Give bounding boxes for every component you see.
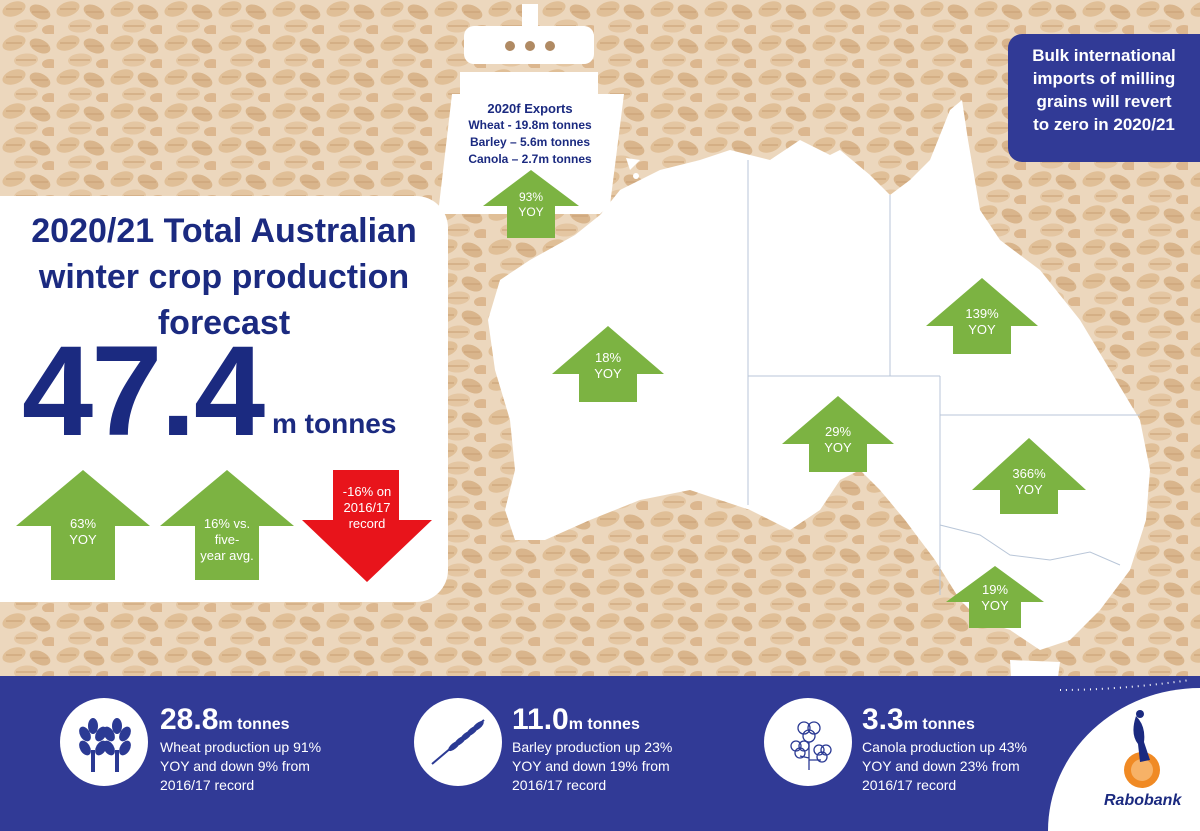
canola-unit: m tonnes — [903, 716, 975, 733]
forecast-title: 2020/21 Total Australian winter crop pro… — [0, 208, 448, 346]
callout-line-4: to zero in 2020/21 — [1033, 115, 1175, 134]
wheat-icon — [60, 698, 148, 786]
brand-name: Rabobank — [1104, 792, 1182, 809]
exports-wheat: Wheat - 19.8m tonnes — [468, 118, 592, 132]
arrow-label-2: five- — [214, 532, 240, 547]
callout-line-1: Bulk international — [1032, 46, 1176, 65]
arrow-up-yoy: 63% YOY — [16, 470, 150, 580]
exports-barley: Barley – 5.6m tonnes — [469, 135, 591, 149]
state-label: YOY — [981, 598, 1009, 613]
barley-value: 11.0 — [512, 703, 569, 736]
barley-desc-3: 2016/17 record — [512, 777, 607, 793]
state-value: 366% — [1012, 466, 1046, 481]
australia-mainland — [488, 100, 1150, 650]
title-line-1: 2020/21 Total Australian — [31, 212, 417, 250]
canola-desc-1: Canola production up 43% — [862, 739, 1028, 755]
wheat-value: 28.8 — [160, 703, 219, 736]
barley-unit: m tonnes — [568, 716, 640, 733]
canola-desc-3: 2016/17 record — [862, 777, 957, 793]
up-arrow-icon — [782, 396, 894, 472]
exports-change-label: YOY — [518, 205, 544, 219]
up-arrow-icon — [972, 438, 1086, 514]
title-line-2: winter crop production — [38, 258, 410, 296]
up-arrow-icon — [552, 326, 664, 402]
arrow-down-record: -16% on 2016/17 record — [302, 470, 432, 582]
wheat-desc-1: Wheat production up 91% — [160, 739, 322, 755]
arrow-label-3: record — [348, 516, 386, 531]
canola-stat: 3.3m tonnes Canola production up 43% YOY… — [862, 704, 1027, 795]
state-label: YOY — [824, 440, 852, 455]
state-arrow-vic: 19% YOY — [946, 566, 1044, 628]
exports-canola: Canola – 2.7m tonnes — [468, 152, 592, 166]
arrow-up-five-year: 16% vs. five- year avg. — [160, 470, 294, 580]
up-arrow-icon — [946, 566, 1044, 628]
down-arrow-icon — [302, 470, 432, 582]
arrow-label-2: 2016/17 — [343, 500, 391, 515]
state-arrow-wa: 18% YOY — [552, 326, 664, 402]
exports-label: 2020f Exports Wheat - 19.8m tonnes Barle… — [440, 100, 620, 168]
total-production-value: 47.4 — [22, 320, 265, 463]
arrow-label-2: YOY — [69, 532, 97, 547]
total-production-unit: m tonnes — [272, 408, 397, 439]
up-arrow-icon — [160, 470, 294, 580]
imports-callout: Bulk international imports of milling gr… — [1008, 34, 1200, 162]
state-value: 29% — [824, 424, 852, 439]
state-arrow-qld: 139% YOY — [926, 278, 1038, 354]
wheat-desc-3: 2016/17 record — [160, 777, 255, 793]
state-arrow-sa: 29% YOY — [782, 396, 894, 472]
wheat-stat: 28.8m tonnes Wheat production up 91% YOY… — [160, 704, 321, 795]
wheat-unit: m tonnes — [218, 716, 290, 733]
up-arrow-icon — [16, 470, 150, 580]
state-label: YOY — [594, 366, 622, 381]
wheat-desc-2: YOY and down 9% from — [160, 758, 310, 774]
title-line-3: forecast — [157, 304, 291, 342]
arrow-label-1: 63% — [69, 516, 97, 531]
barley-desc-2: YOY and down 19% from — [512, 758, 670, 774]
arrow-label-1: 16% vs. — [203, 516, 251, 531]
canola-value: 3.3 — [862, 703, 904, 736]
arrow-label-1: -16% on — [342, 484, 392, 499]
crop-banner — [0, 676, 1200, 831]
canola-icon — [764, 698, 852, 786]
state-value: 18% — [594, 350, 622, 365]
state-value: 19% — [981, 582, 1009, 597]
callout-line-2: imports of milling — [1032, 69, 1176, 88]
exports-title: 2020f Exports — [487, 101, 573, 116]
exports-arrow: 93% YOY — [483, 170, 579, 238]
barley-icon — [414, 698, 502, 786]
arrow-label-3: year avg. — [200, 548, 254, 563]
exports-change: 93% — [518, 190, 544, 204]
up-arrow-icon — [926, 278, 1038, 354]
callout-line-3: grains will revert — [1036, 92, 1172, 111]
barley-stat: 11.0m tonnes Barley production up 23% YO… — [512, 704, 672, 795]
canola-desc-2: YOY and down 23% from — [862, 758, 1020, 774]
up-arrow-icon — [483, 170, 579, 238]
state-label: YOY — [968, 322, 996, 337]
state-value: 139% — [965, 306, 999, 321]
state-arrow-nsw: 366% YOY — [972, 438, 1086, 514]
state-label: YOY — [1015, 482, 1043, 497]
barley-desc-1: Barley production up 23% — [512, 739, 673, 755]
